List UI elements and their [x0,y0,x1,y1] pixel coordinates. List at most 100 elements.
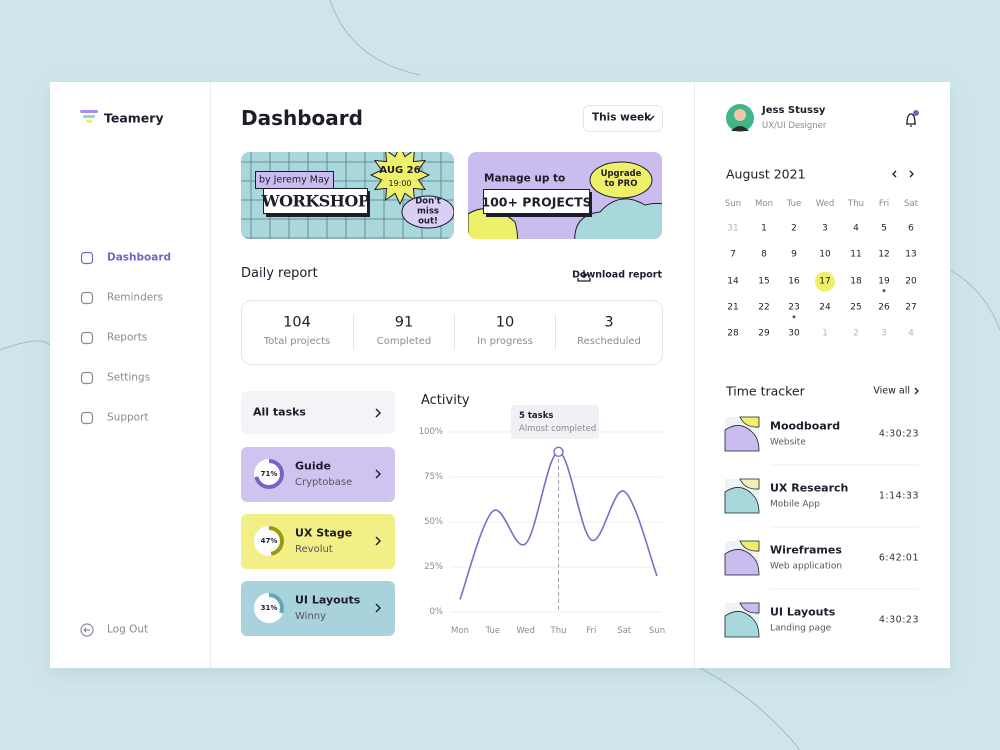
weekday-label: Sun [724,198,742,209]
peak-point [553,446,564,457]
y-tick-label: 0% [429,606,444,617]
calendar-day[interactable]: 8 [761,249,767,260]
all-tasks-button[interactable] [241,391,395,434]
calendar-day[interactable]: 18 [850,276,862,287]
item-time: 6:42:01 [878,552,919,564]
calendar-day[interactable]: 11 [850,249,862,260]
logout-link[interactable]: Log Out [107,623,149,636]
calendar-day[interactable]: 28 [727,328,739,339]
calendar-day[interactable]: 3 [822,223,828,234]
item-type: Landing page [770,623,832,634]
nav-item[interactable]: Reminders [107,291,163,304]
calendar-day[interactable]: 23 [788,302,800,313]
logout-icon [80,623,94,637]
calendar-day[interactable]: 22 [758,302,770,313]
title-box [263,188,368,214]
cta-bubble [589,161,653,199]
calendar-day[interactable]: 29 [758,328,770,339]
stat-label: In progress [477,336,533,347]
x-tick-label: Sat [617,625,632,636]
next-month[interactable] [909,170,914,178]
nav-item[interactable]: Reports [107,331,148,344]
nav-item[interactable]: Dashboard [107,251,172,264]
calendar-day[interactable]: 6 [908,223,914,234]
calendar-day[interactable]: 13 [905,249,917,260]
period-label[interactable]: This week [592,111,652,124]
download-icon [577,270,591,282]
calendar-day[interactable]: 31 [727,223,739,234]
task-card[interactable] [241,581,395,636]
period-button[interactable] [583,105,663,132]
calendar-day[interactable]: 3 [881,328,887,339]
thumb-shape [739,478,760,490]
workshop-banner[interactable] [241,146,454,239]
task-client: Winny [295,611,327,622]
calendar-day[interactable]: 14 [727,276,739,287]
all-tasks-label[interactable]: All tasks [253,405,306,419]
calendar-day[interactable]: 4 [853,223,859,234]
event-dot [792,315,796,319]
calendar-day[interactable]: 2 [791,223,797,234]
upgrade-banner[interactable] [468,152,670,245]
item-name: UI Layouts [770,605,836,619]
progress-ring [254,526,284,556]
task-card[interactable] [241,514,395,569]
calendar-day[interactable]: 2 [853,328,859,339]
decor-curve [699,667,801,750]
view-all-link[interactable]: View all [873,385,910,397]
calendar-day[interactable]: 30 [788,328,800,339]
banner-note: Don't miss out! [415,196,441,226]
download-link[interactable]: Download report [572,269,662,281]
progress-label: 31% [260,603,278,612]
nav-item[interactable]: Support [107,411,149,424]
calendar-day[interactable]: 26 [878,302,890,313]
stat-label: Rescheduled [577,336,641,347]
task-name: UI Layouts [295,593,361,607]
calendar-day[interactable]: 12 [878,249,890,260]
page-title: Dashboard [241,106,363,130]
nav-item[interactable]: Settings [107,371,151,384]
decor-curve [329,0,421,76]
prev-month[interactable] [892,170,897,178]
bell-icon[interactable] [906,113,916,127]
calendar-day[interactable]: 10 [819,249,831,260]
calendar-day[interactable]: 19 [878,276,890,287]
weekday-label: Sat [904,198,918,209]
chevron-icon [375,408,381,418]
banner-author: by Jeremy May [259,174,330,186]
x-tick-label: Wed [516,625,535,636]
calendar-day[interactable]: 15 [758,276,770,287]
calendar-day[interactable]: 1 [822,328,828,339]
calendar-day[interactable]: 16 [788,276,800,287]
calendar-day[interactable]: 25 [850,302,862,313]
calendar-day[interactable]: 1 [761,223,767,234]
banner-blob [574,198,662,239]
stat-label: Completed [376,336,432,347]
calendar-day[interactable]: 9 [791,249,797,260]
stat-value: 104 [283,314,311,331]
weekday-label: Wed [815,198,835,209]
dynamic-layer [80,251,919,638]
logo-bar [83,115,95,118]
user-name: Jess Stussy [762,105,826,116]
upgrade-button[interactable]: Upgrade to PRO [600,169,642,189]
calendar-day[interactable]: 5 [881,223,887,234]
progress-label: 47% [260,536,278,545]
task-card[interactable] [241,447,395,502]
task-name: Guide [295,459,331,473]
calendar-day[interactable]: 24 [819,302,831,313]
thumb-shape [724,487,760,514]
calendar-day[interactable]: 27 [905,302,917,313]
calendar-day[interactable]: 4 [908,328,914,339]
banner-time: 19:00 [388,179,412,189]
calendar-day[interactable]: 21 [727,302,739,313]
banner-title: WORKSHOP [261,191,370,211]
nav-icon [80,251,94,265]
calendar-day[interactable]: 17 [819,276,831,287]
y-tick-label: 75% [424,471,443,482]
calendar-day[interactable]: 7 [730,249,736,260]
logout-icon [83,627,90,633]
calendar-day[interactable]: 20 [905,276,917,287]
tooltip-title: 5 tasks [519,410,554,421]
